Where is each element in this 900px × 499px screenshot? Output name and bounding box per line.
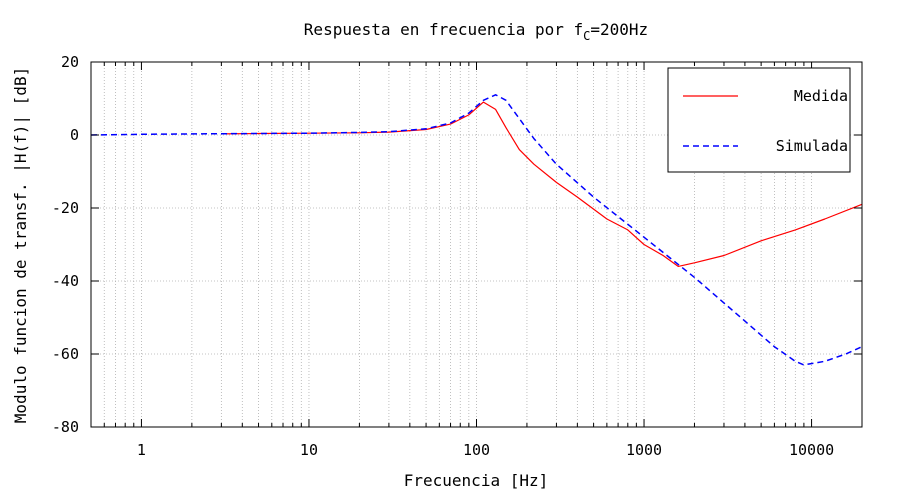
y-tick-label: 20 bbox=[61, 53, 79, 71]
y-tick-label: -60 bbox=[52, 345, 79, 363]
x-tick-label: 10 bbox=[300, 441, 318, 459]
x-tick-label: 1 bbox=[137, 441, 146, 459]
y-tick-label: -40 bbox=[52, 272, 79, 290]
legend-label-simulada: Simulada bbox=[776, 137, 848, 155]
series-simulada bbox=[90, 94, 863, 366]
legend-box bbox=[667, 67, 851, 173]
x-axis-label: Frecuencia [Hz] bbox=[404, 471, 549, 490]
x-tick-label: 100 bbox=[463, 441, 490, 459]
ticks: 20 0 -20 -40 -60 -80 1 10 100 1000 10000 bbox=[52, 53, 863, 459]
legend-label-medida: Medida bbox=[794, 87, 848, 105]
chart-title: Respuesta en frecuencia por fC=200Hz bbox=[304, 20, 648, 43]
y-tick-label: 0 bbox=[70, 126, 79, 144]
legend: Medida Simulada bbox=[667, 67, 851, 173]
chart-title-main: Respuesta en frecuencia por f bbox=[304, 20, 583, 39]
y-axis-label: Modulo funcion de transf. |H(f)| [dB] bbox=[11, 67, 30, 423]
x-tick-label: 10000 bbox=[789, 441, 834, 459]
y-tick-label: -20 bbox=[52, 199, 79, 217]
x-tick-label: 1000 bbox=[626, 441, 662, 459]
series bbox=[90, 94, 863, 366]
y-tick-label: -80 bbox=[52, 418, 79, 436]
chart-title-suffix: =200Hz bbox=[590, 20, 648, 39]
chart-title-subscript: C bbox=[583, 29, 590, 43]
